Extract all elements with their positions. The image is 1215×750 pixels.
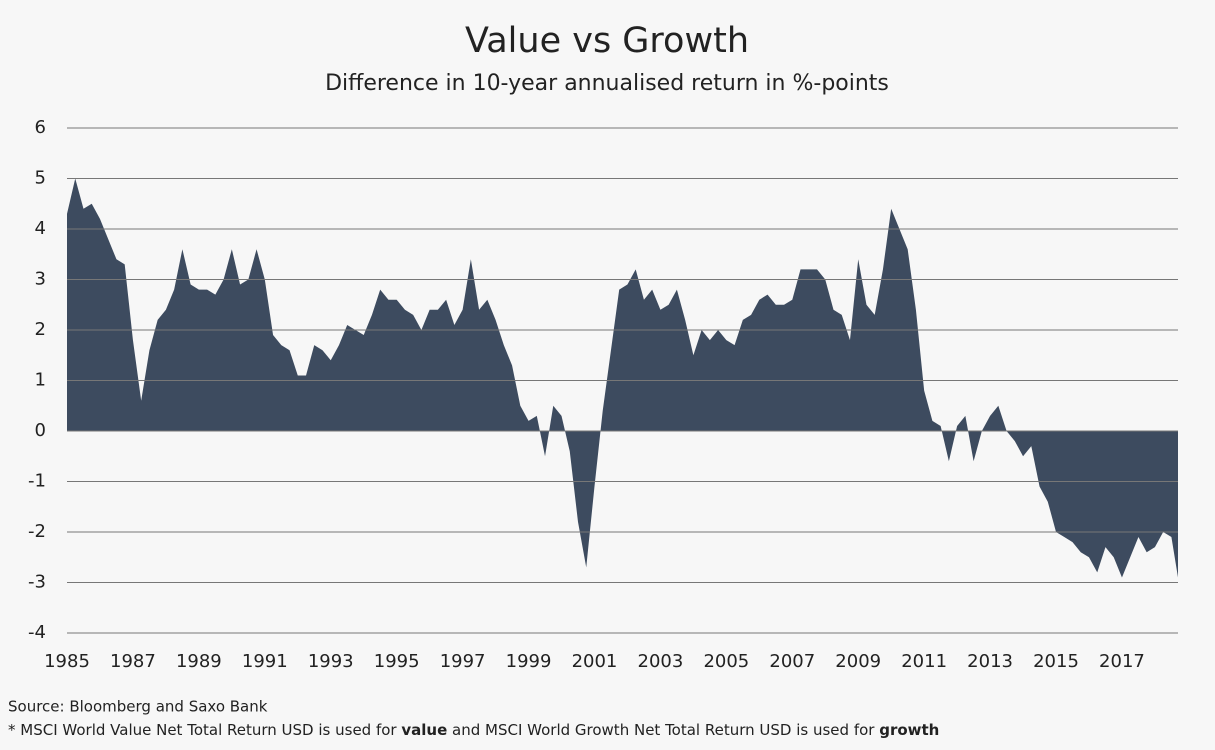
- area: [67, 178, 1178, 578]
- x-tick-label: 2017: [1099, 651, 1145, 672]
- y-tick-label: -3: [28, 572, 46, 593]
- footnote-part: and MSCI World Growth Net Total Return U…: [447, 721, 879, 739]
- footnote: * MSCI World Value Net Total Return USD …: [8, 721, 939, 739]
- chart-subtitle: Difference in 10-year annualised return …: [325, 71, 889, 96]
- x-tick-label: 2009: [835, 651, 881, 672]
- x-tick-label: 1985: [44, 651, 90, 672]
- x-tick-label: 2013: [967, 651, 1013, 672]
- y-tick-label: 0: [35, 420, 46, 441]
- y-tick-label: 1: [35, 370, 46, 391]
- footnote-part: * MSCI World Value Net Total Return USD …: [8, 721, 401, 739]
- y-tick-label: -4: [28, 622, 46, 643]
- x-tick-label: 1987: [110, 651, 156, 672]
- y-tick-label: 5: [35, 168, 46, 189]
- x-tick-label: 2005: [703, 651, 749, 672]
- y-tick-label: 2: [35, 319, 46, 340]
- chart-title: Value vs Growth: [465, 21, 749, 61]
- footnote-part: value: [401, 721, 447, 739]
- x-tick-label: 1995: [374, 651, 420, 672]
- y-tick-label: -2: [28, 521, 46, 542]
- y-tick-label: 4: [35, 218, 46, 239]
- x-tick-label: 1991: [242, 651, 288, 672]
- source: Source: Bloomberg and Saxo Bank: [8, 698, 268, 716]
- x-tick-label: 2003: [638, 651, 684, 672]
- x-tick-label: 2015: [1033, 651, 1079, 672]
- x-tick-label: 2001: [572, 651, 618, 672]
- y-tick-label: -1: [28, 471, 46, 492]
- x-tick-label: 2007: [769, 651, 815, 672]
- x-tick-label: 1993: [308, 651, 354, 672]
- footnote-part: growth: [879, 721, 939, 739]
- y-tick-label: 6: [35, 117, 46, 138]
- x-tick-label: 1999: [506, 651, 552, 672]
- x-tick-label: 1989: [176, 651, 222, 672]
- x-tick-label: 1997: [440, 651, 486, 672]
- x-tick-label: 2011: [901, 651, 947, 672]
- y-tick-label: 3: [35, 269, 46, 290]
